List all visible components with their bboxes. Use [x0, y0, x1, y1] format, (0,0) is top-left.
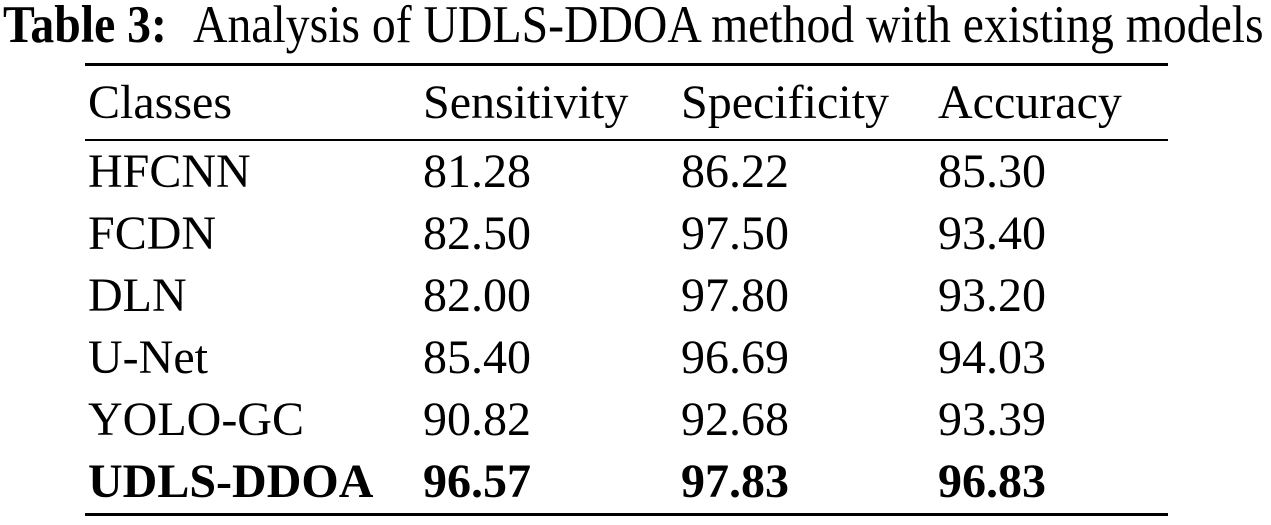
cell-specificity: 92.68 — [681, 393, 789, 446]
cell-sensitivity: 81.28 — [423, 145, 531, 198]
cell-accuracy: 85.30 — [938, 145, 1046, 198]
column-header-sensitivity: Sensitivity — [420, 64, 678, 141]
cell-sensitivity: 90.82 — [423, 393, 531, 446]
cell-sensitivity: 82.00 — [423, 269, 531, 322]
table-row-dln: DLN 82.00 97.80 93.20 — [85, 265, 1168, 327]
cell-specificity: 86.22 — [681, 145, 789, 198]
table-caption-text: Analysis of UDLS-DDOA method with existi… — [193, 0, 1264, 54]
cell-accuracy: 93.20 — [938, 269, 1046, 322]
cell-specificity: 96.69 — [681, 331, 789, 384]
results-table-wrapper: Classes Sensitivity Specificity Accuracy… — [85, 63, 1168, 516]
table-row-fcdn: FCDN 82.50 97.50 93.40 — [85, 203, 1168, 265]
column-header-accuracy: Accuracy — [935, 64, 1168, 141]
table-row-yologc: YOLO-GC 90.82 92.68 93.39 — [85, 389, 1168, 451]
cell-sensitivity: 82.50 — [423, 207, 531, 260]
cell-model-name: DLN — [88, 269, 187, 322]
cell-model-name: UDLS-DDOA — [88, 455, 374, 508]
cell-accuracy: 96.83 — [938, 455, 1046, 508]
cell-sensitivity: 96.57 — [423, 455, 531, 508]
table-row-hfcnn: HFCNN 81.28 86.22 85.30 — [85, 140, 1168, 203]
table-caption: Table 3: Analysis of UDLS-DDOA method wit… — [3, 0, 1264, 55]
cell-specificity: 97.83 — [681, 455, 789, 508]
table-caption-label: Table 3: — [3, 0, 167, 54]
cell-model-name: U-Net — [88, 331, 208, 384]
table-row-unet: U-Net 85.40 96.69 94.03 — [85, 327, 1168, 389]
cell-specificity: 97.80 — [681, 269, 789, 322]
table-row-udls-ddoa: UDLS-DDOA 96.57 97.83 96.83 — [85, 451, 1168, 515]
cell-model-name: YOLO-GC — [88, 393, 304, 446]
cell-sensitivity: 85.40 — [423, 331, 531, 384]
cell-accuracy: 94.03 — [938, 331, 1046, 384]
results-table: Classes Sensitivity Specificity Accuracy… — [85, 63, 1168, 516]
header-row: Classes Sensitivity Specificity Accuracy — [85, 64, 1168, 141]
column-header-specificity: Specificity — [678, 64, 935, 141]
cell-accuracy: 93.40 — [938, 207, 1046, 260]
column-header-classes: Classes — [85, 64, 420, 141]
cell-model-name: FCDN — [88, 207, 217, 260]
cell-model-name: HFCNN — [88, 145, 251, 198]
cell-accuracy: 93.39 — [938, 393, 1046, 446]
cell-specificity: 97.50 — [681, 207, 789, 260]
